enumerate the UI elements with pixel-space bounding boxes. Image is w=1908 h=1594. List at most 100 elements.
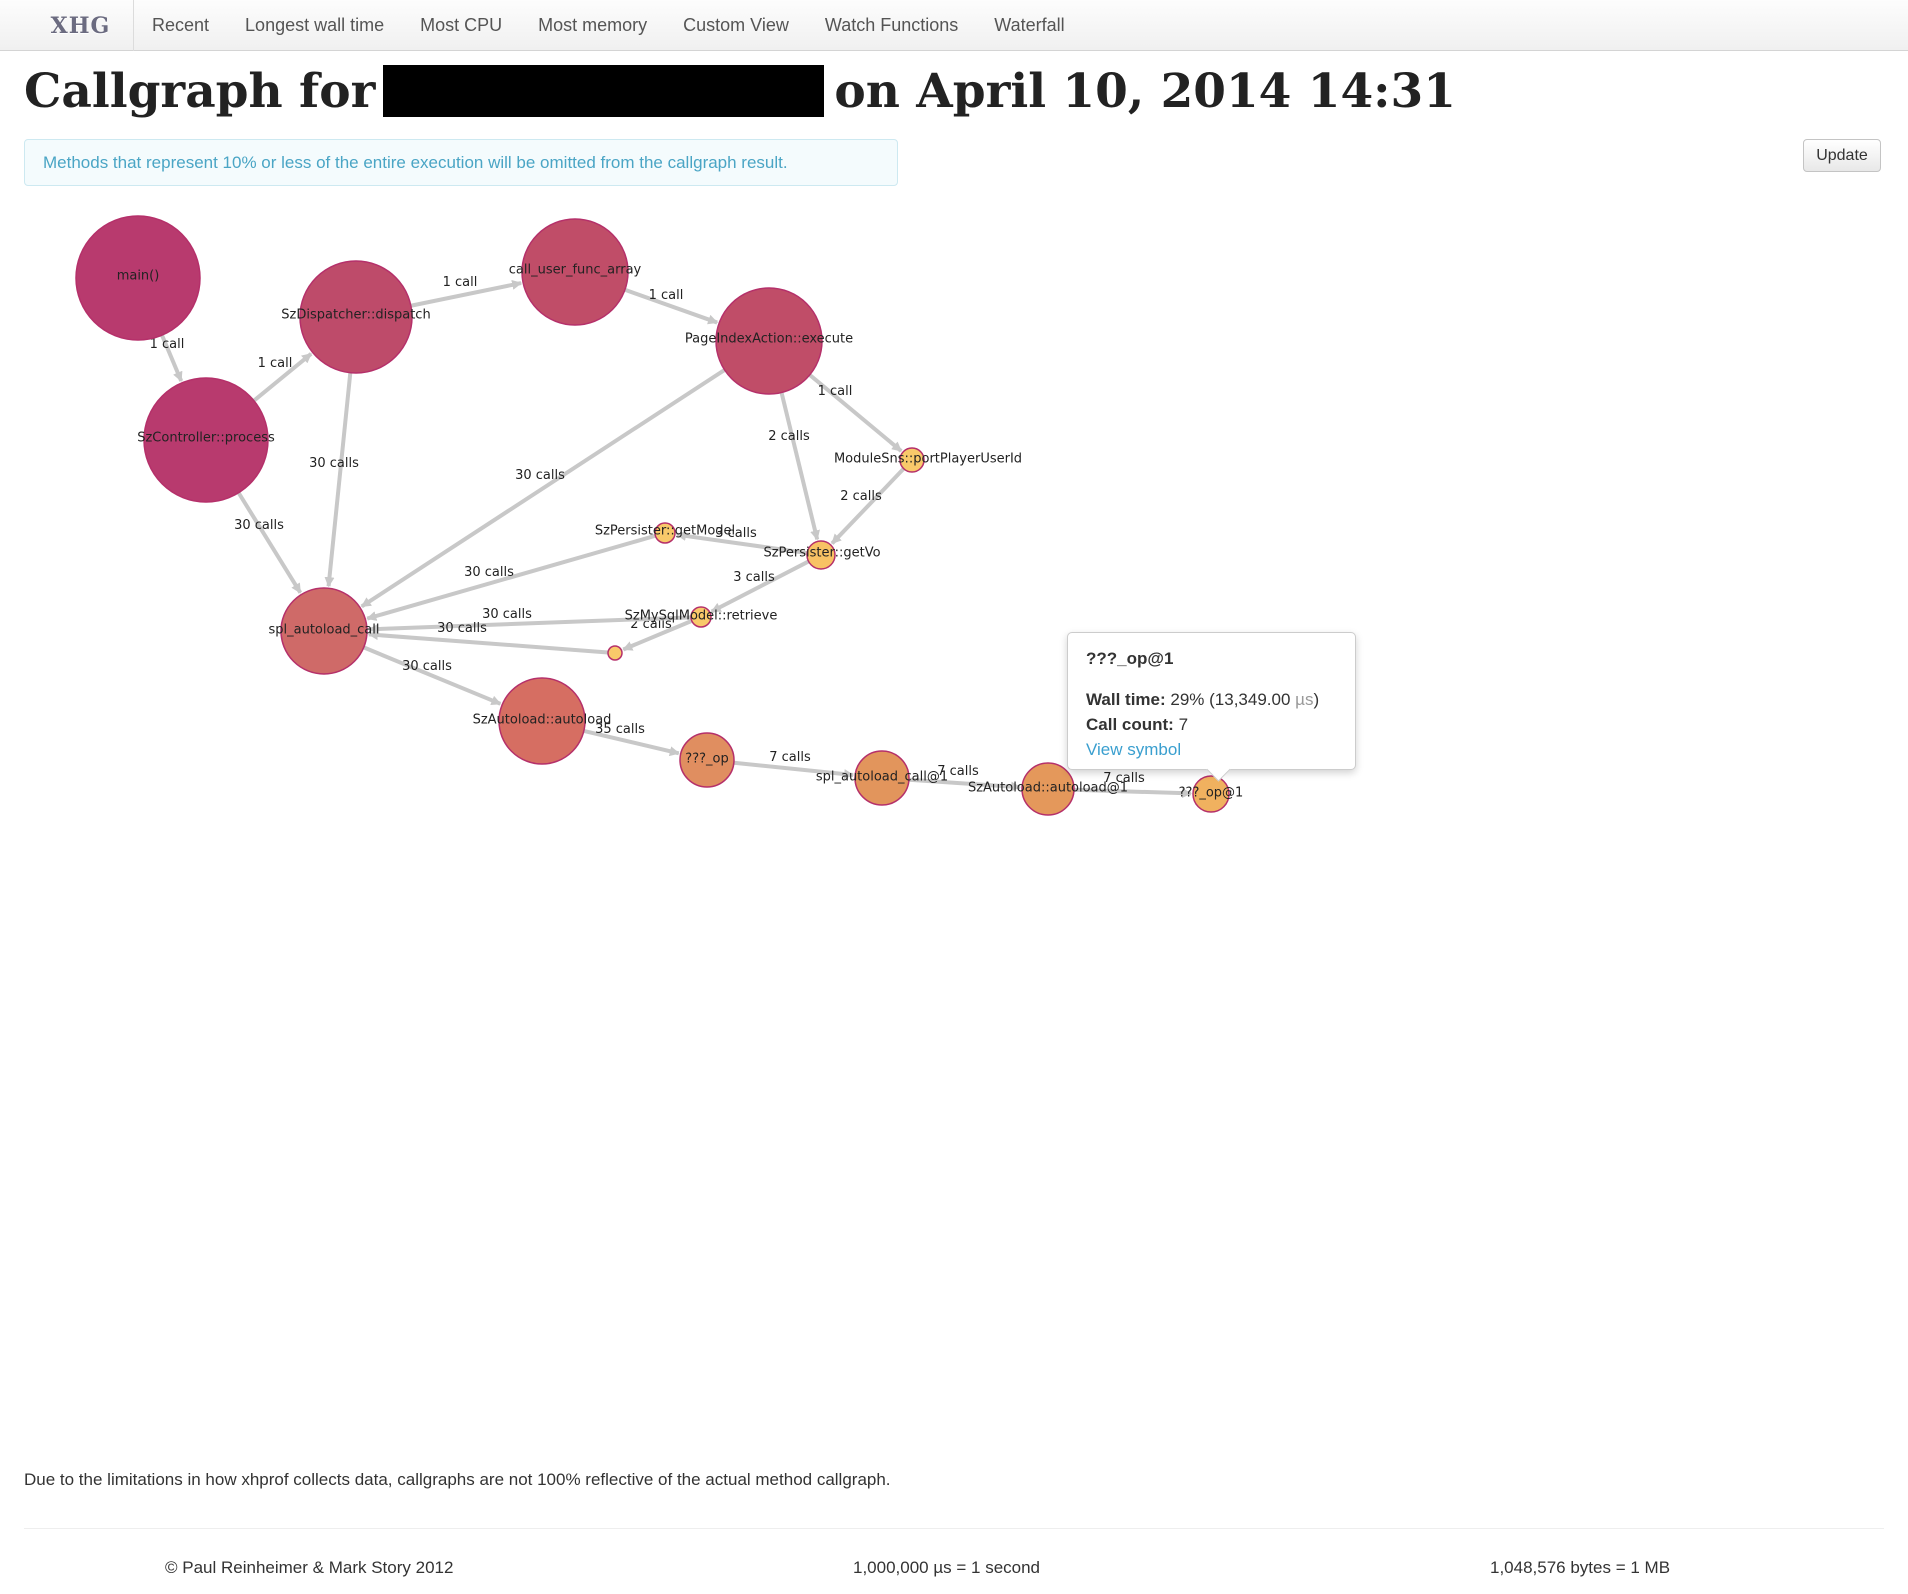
top-navbar: XHG Recent Longest wall time Most CPU Mo… xyxy=(0,0,1908,51)
edge-smr-to-anon xyxy=(622,619,693,652)
edge-cuf-to-pia xyxy=(624,287,719,325)
graph-node-label: spl_autoload_call@1 xyxy=(816,770,948,785)
edge-label: 7 calls xyxy=(937,764,979,779)
graph-node-label: SzPersister::getVo xyxy=(763,546,880,561)
graph-node-sac1[interactable] xyxy=(854,750,910,806)
redacted-url-block xyxy=(383,65,825,117)
nav-most-memory[interactable]: Most memory xyxy=(538,15,648,35)
edge-label: 30 calls xyxy=(437,621,487,636)
edge-label: 2 calls xyxy=(840,489,882,504)
title-suffix: on April 10, 2014 14:31 xyxy=(834,63,1456,119)
graph-node-op[interactable] xyxy=(679,732,735,788)
edge-label: 1 call xyxy=(649,288,684,303)
nav-recent[interactable]: Recent xyxy=(152,15,210,35)
nav-longest-wall-time[interactable]: Longest wall time xyxy=(245,15,385,35)
nav-waterfall[interactable]: Waterfall xyxy=(994,15,1065,35)
footer-time-unit: 1,000,000 µs = 1 second xyxy=(853,1558,1041,1577)
tooltip-wall-time-label: Wall time: xyxy=(1086,690,1166,709)
edge-anon-to-sac xyxy=(367,630,609,655)
edge-label: 30 calls xyxy=(482,607,532,622)
edge-label: 1 call xyxy=(443,275,478,290)
edge-pia-to-sac xyxy=(360,368,726,609)
graph-node-gm[interactable] xyxy=(654,522,676,544)
graph-node-szc[interactable] xyxy=(143,377,269,503)
edge-gm-to-sac xyxy=(366,533,656,621)
edge-label: 30 calls xyxy=(234,518,284,533)
edge-label: 30 calls xyxy=(515,468,565,483)
graph-node-label: ModuleSns::portPlayerUserId xyxy=(834,452,1022,467)
graph-node-label: SzMySqlModel::retrieve xyxy=(625,609,778,624)
footer-memory-unit: 1,048,576 bytes = 1 MB xyxy=(1490,1558,1671,1577)
edge-gv-to-smr xyxy=(710,559,810,614)
info-alert: Methods that represent 10% or less of th… xyxy=(24,139,898,186)
edge-label: 7 calls xyxy=(1103,771,1145,786)
edge-label: 35 calls xyxy=(595,722,645,737)
tooltip-wall-time-value: 29% (13,349.00 xyxy=(1170,690,1291,709)
edge-label: 7 calls xyxy=(769,750,811,765)
footer-credits: © Paul Reinheimer & Mark Story 2012 xyxy=(165,1558,454,1577)
tooltip-call-count-label: Call count: xyxy=(1086,715,1174,734)
edge-gv-to-gm xyxy=(675,530,808,556)
graph-node-cuf[interactable] xyxy=(521,218,629,326)
edge-label: 1 call xyxy=(150,337,185,352)
page-title: Callgraph for on April 10, 2014 14:31 xyxy=(24,60,1456,122)
graph-node-saa[interactable] xyxy=(498,677,586,765)
edge-smr-to-sac xyxy=(367,615,692,634)
tooltip-wall-time-unit: µs xyxy=(1295,690,1314,709)
graph-node-label: main() xyxy=(117,269,160,284)
nav-custom-view[interactable]: Custom View xyxy=(683,15,789,35)
graph-node-label: SzController::process xyxy=(137,431,275,446)
callgraph: 1 call 1 call 1 call 1 call 1 call 2 calls 2 c… xyxy=(75,215,1244,816)
graph-node-szd[interactable] xyxy=(299,260,413,374)
symbol-tooltip: ???_op@1 Wall time: 29% (13,349.00 µs) C… xyxy=(1067,632,1356,770)
graph-node-gv[interactable] xyxy=(806,540,836,570)
footer-divider xyxy=(24,1528,1884,1529)
edge-op-to-sac1 xyxy=(733,760,855,780)
graph-node-label: call_user_func_array xyxy=(509,263,642,278)
info-alert-text: Methods that represent 10% or less of th… xyxy=(43,152,788,172)
edge-label: 30 calls xyxy=(464,565,514,580)
graph-node-label: SzPersister::getModel xyxy=(595,524,735,539)
tooltip-wall-time: Wall time: 29% (13,349.00 µs) xyxy=(1086,687,1337,712)
nav-most-cpu[interactable]: Most CPU xyxy=(420,15,503,35)
tooltip-call-count: Call count: 7 xyxy=(1086,712,1337,737)
edge-pia-to-msn xyxy=(808,373,903,453)
edge-szc-to-sac xyxy=(236,491,303,594)
nav-links: Recent Longest wall time Most CPU Most m… xyxy=(134,0,1083,51)
graph-node-saa1[interactable] xyxy=(1021,762,1075,816)
graph-node-label: ???_op xyxy=(685,752,728,767)
nav-watch-functions[interactable]: Watch Functions xyxy=(824,15,959,35)
edge-sac-to-saa xyxy=(362,645,502,706)
graph-node-label: PageIndexAction::execute xyxy=(685,332,853,347)
edge-saa1-to-op1 xyxy=(1073,787,1193,799)
graph-node-smr[interactable] xyxy=(690,606,712,628)
edge-saa-to-op xyxy=(583,728,680,757)
edge-label: 30 calls xyxy=(309,456,359,471)
edge-label: 1 call xyxy=(818,384,853,399)
graph-node-label: SzAutoload::autoload@1 xyxy=(968,781,1128,796)
graph-node-msn[interactable] xyxy=(899,447,925,473)
tooltip-title: ???_op@1 xyxy=(1086,649,1174,668)
edge-pia-to-gv xyxy=(779,392,820,541)
graph-node-label: spl_autoload_call xyxy=(268,623,379,638)
graph-node-pia[interactable] xyxy=(715,287,823,395)
graph-node-label: ???_op@1 xyxy=(1179,786,1244,801)
edge-szd-to-sac xyxy=(324,372,353,588)
graph-node-main[interactable] xyxy=(75,215,201,341)
edge-sac1-to-saa1 xyxy=(908,777,1022,792)
brand-logo[interactable]: XHG xyxy=(28,0,134,51)
view-symbol-link[interactable]: View symbol xyxy=(1086,740,1182,759)
edge-main-to-szc xyxy=(160,334,184,382)
edge-szd-to-cuf xyxy=(410,279,523,308)
graph-node-sac[interactable] xyxy=(280,587,368,675)
edge-label: 2 calls xyxy=(768,429,810,444)
edge-label: 3 calls xyxy=(715,526,757,541)
graph-node-op1[interactable] xyxy=(1192,775,1230,813)
graph-node-anon[interactable] xyxy=(607,645,623,661)
edge-msn-to-gv xyxy=(830,467,906,545)
update-button[interactable]: Update xyxy=(1803,139,1881,172)
graph-node-label: SzDispatcher::dispatch xyxy=(281,308,430,323)
edge-label: 30 calls xyxy=(402,659,452,674)
edge-label: 3 calls xyxy=(733,570,775,585)
edge-szc-to-szd xyxy=(252,352,313,403)
